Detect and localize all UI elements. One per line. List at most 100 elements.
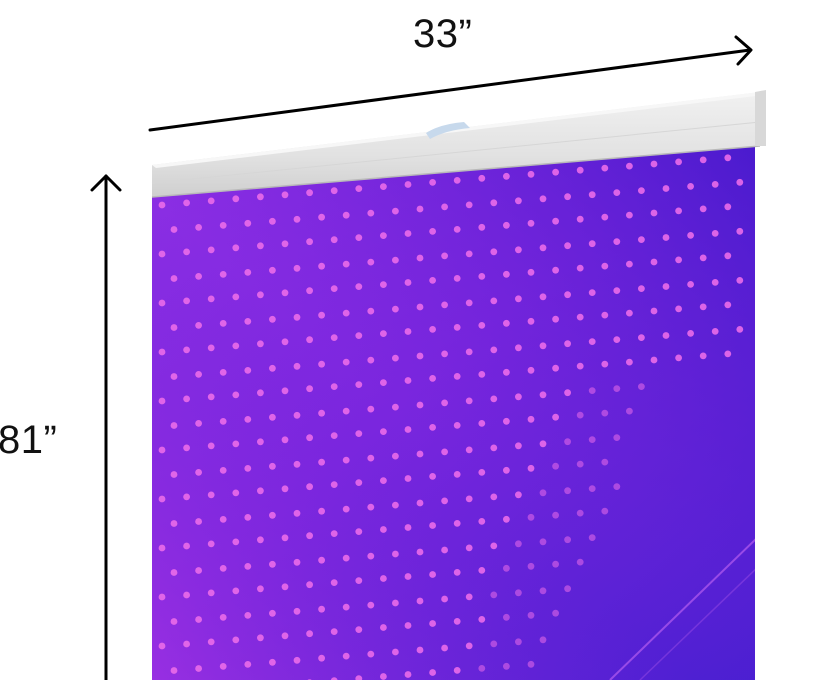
- pattern-dot: [588, 191, 596, 199]
- pattern-dot: [207, 393, 215, 401]
- pattern-dot: [429, 669, 436, 676]
- pattern-dot: [232, 342, 240, 350]
- pattern-dot: [380, 575, 387, 582]
- pattern-dot: [601, 213, 609, 221]
- pattern-dot: [675, 158, 682, 166]
- pattern-dot: [244, 612, 252, 619]
- pattern-dot: [429, 375, 436, 382]
- pattern-dot: [207, 197, 215, 205]
- pattern-dot: [355, 332, 363, 339]
- pattern-dot: [257, 634, 264, 642]
- pattern-dot: [380, 379, 387, 386]
- pattern-dot: [269, 609, 276, 617]
- pattern-dot: [195, 518, 203, 525]
- pattern-dot: [441, 644, 448, 652]
- pattern-dot: [699, 303, 707, 311]
- pattern-dot: [687, 232, 694, 239]
- pattern-dot: [576, 558, 584, 566]
- pattern-dot: [392, 501, 399, 509]
- pattern-dot: [170, 324, 178, 331]
- pattern-dot: [539, 587, 547, 595]
- pattern-dot: [195, 469, 203, 476]
- pattern-dot: [576, 460, 584, 468]
- pattern-dot: [539, 538, 547, 546]
- pattern-dot: [588, 436, 596, 443]
- pattern-dot: [416, 499, 424, 507]
- pattern-dot: [662, 332, 670, 339]
- pattern-dot: [724, 350, 732, 358]
- pattern-dot: [232, 489, 240, 497]
- pattern-dot: [269, 413, 276, 421]
- pattern-dot: [318, 458, 325, 466]
- pattern-dot: [552, 217, 559, 225]
- pattern-dot: [539, 636, 547, 644]
- pattern-dot: [503, 270, 510, 278]
- pattern-dot: [232, 391, 240, 399]
- pattern-dot: [183, 444, 191, 452]
- pattern-dot: [207, 295, 215, 303]
- pattern-dot: [183, 199, 191, 207]
- pattern-dot: [564, 438, 571, 446]
- pattern-dot: [711, 279, 719, 286]
- pattern-dot: [552, 266, 559, 274]
- pattern-dot: [380, 330, 387, 337]
- pattern-dot: [552, 168, 559, 176]
- pattern-dot: [515, 638, 522, 646]
- pattern-dot: [588, 240, 596, 248]
- pattern-dot: [503, 515, 510, 523]
- pattern-dot: [416, 254, 424, 262]
- pattern-dot: [219, 614, 227, 621]
- pattern-dot: [429, 326, 436, 333]
- pattern-dot: [588, 485, 596, 492]
- pattern-dot: [367, 552, 375, 560]
- pattern-dot: [490, 444, 498, 452]
- pattern-dot: [281, 485, 289, 493]
- pattern-dot: [638, 383, 645, 390]
- pattern-dot: [244, 219, 252, 227]
- pattern-dot: [429, 228, 436, 235]
- pattern-dot: [441, 448, 448, 456]
- pattern-dot: [626, 358, 633, 366]
- pattern-dot: [392, 452, 399, 460]
- pattern-dot: [404, 426, 412, 433]
- pattern-dot: [416, 352, 424, 360]
- pattern-dot: [183, 640, 191, 648]
- pattern-dot: [453, 422, 461, 429]
- banner-graphic: [152, 145, 755, 680]
- pattern-dot: [711, 230, 719, 237]
- pattern-dot: [404, 328, 412, 335]
- pattern-dot: [293, 607, 301, 615]
- pattern-dot: [478, 273, 486, 280]
- pattern-dot: [342, 456, 350, 464]
- pattern-dot: [207, 589, 215, 597]
- pattern-dot: [244, 514, 252, 521]
- pattern-dot: [441, 252, 448, 260]
- pattern-dot: [367, 650, 375, 658]
- pattern-dot: [650, 160, 658, 168]
- pattern-dot: [269, 658, 276, 666]
- pattern-dot: [293, 215, 301, 223]
- pattern-dot: [183, 297, 191, 305]
- pattern-dot: [380, 673, 387, 680]
- pattern-dot: [626, 211, 633, 219]
- pattern-dot: [588, 338, 596, 345]
- pattern-dot: [478, 371, 486, 378]
- pattern-dot: [158, 348, 166, 356]
- pattern-dot: [293, 509, 301, 517]
- pattern-dot: [564, 585, 571, 593]
- pattern-dot: [183, 542, 191, 550]
- pattern-dot: [318, 262, 325, 270]
- pattern-dot: [662, 185, 670, 192]
- pattern-dot: [490, 346, 498, 354]
- pattern-dot: [306, 189, 313, 197]
- pattern-dot: [330, 432, 338, 439]
- pattern-dot: [503, 319, 510, 327]
- pattern-dot: [232, 195, 240, 203]
- pattern-dot: [170, 373, 178, 380]
- pattern-dot: [232, 293, 240, 301]
- pattern-dot: [367, 209, 375, 217]
- pattern-dot: [515, 344, 522, 352]
- pattern-dot: [158, 544, 166, 552]
- pattern-dot: [527, 415, 535, 423]
